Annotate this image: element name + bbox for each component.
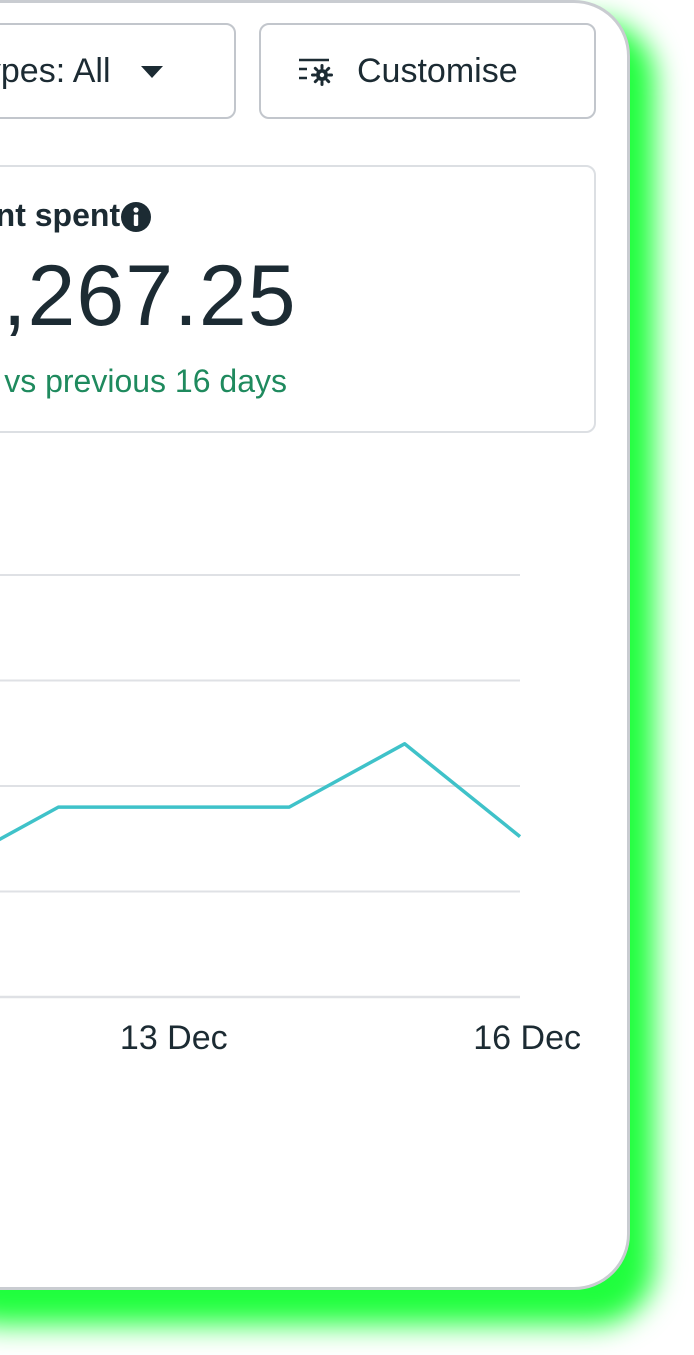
metric-label: Amount spent <box>0 197 121 233</box>
chart-x-tick-label: 13 Dec <box>120 1019 228 1057</box>
amount-spent-metric-card: Amount spent £1,267.25 ↑ vs previous 16 … <box>0 165 596 433</box>
types-filter-dropdown[interactable]: Types: All <box>0 23 236 119</box>
metric-comparison: ↑ vs previous 16 days <box>0 363 287 399</box>
chart-x-tick-label: 16 Dec <box>473 1019 581 1057</box>
caret-down-icon <box>140 66 163 78</box>
chart-series-line <box>0 742 522 842</box>
customise-button[interactable]: Customise <box>259 23 596 119</box>
insights-card: Types: All <box>0 0 630 1290</box>
types-filter-label: Types: All <box>0 51 111 90</box>
amount-spent-line-chart: 13 Dec 16 Dec <box>0 574 581 1057</box>
info-icon[interactable] <box>120 201 152 233</box>
customise-icon <box>299 58 333 86</box>
customise-label: Customise <box>357 51 518 90</box>
